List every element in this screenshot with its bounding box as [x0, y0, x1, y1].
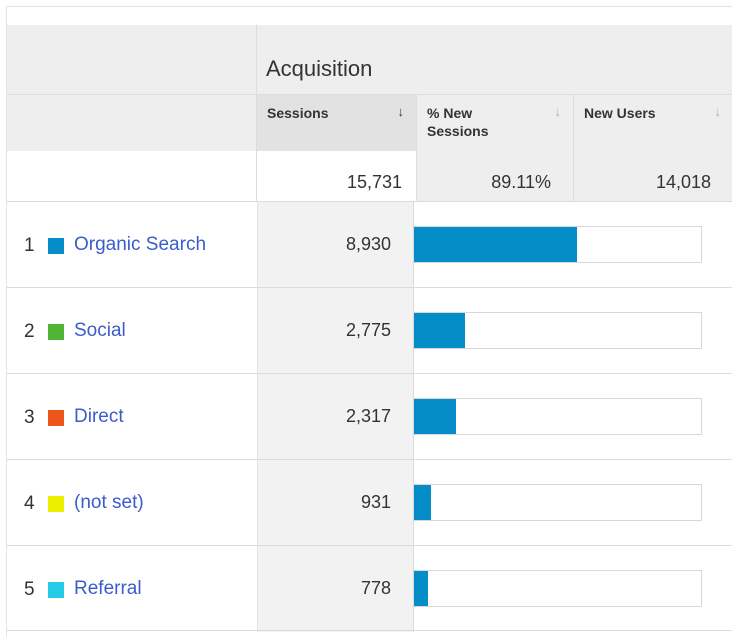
- column-header-new-users[interactable]: New Users ↓: [573, 95, 732, 151]
- series-color-swatch: [48, 324, 64, 340]
- channel-link[interactable]: Organic Search: [74, 234, 207, 255]
- row-index: 1: [24, 235, 35, 256]
- sort-arrow-icon[interactable]: ↓: [714, 104, 722, 119]
- divider: [7, 94, 732, 95]
- sessions-value: 778: [360, 578, 391, 598]
- table-row: 2 Social 2,775: [7, 288, 732, 374]
- sort-arrow-icon[interactable]: ↓: [554, 104, 562, 119]
- sessions-cell: 2,317: [257, 374, 414, 460]
- channel-link[interactable]: Referral: [74, 578, 142, 599]
- divider: [7, 373, 732, 374]
- total-new-users-cell: 14,018: [573, 151, 732, 201]
- row-index: 5: [24, 579, 35, 600]
- sessions-bar-track: [413, 226, 702, 263]
- sessions-bar-track: [413, 398, 702, 435]
- sessions-value: 8,930: [345, 234, 391, 254]
- divider: [6, 6, 7, 637]
- sessions-bar-track: [413, 484, 702, 521]
- column-header-label: Sessions: [267, 105, 329, 121]
- table-row: 4 (not set) 931: [7, 460, 732, 546]
- total-sessions: 15,731: [346, 172, 402, 192]
- divider: [7, 201, 732, 202]
- divider: [7, 459, 732, 460]
- sessions-bar-fill: [414, 313, 465, 348]
- sessions-value: 931: [360, 492, 391, 512]
- row-index: 3: [24, 407, 35, 428]
- acquisition-group-title: Acquisition: [266, 56, 373, 81]
- sessions-value: 2,317: [345, 406, 391, 426]
- channel-link[interactable]: Social: [74, 320, 126, 341]
- sessions-bar-fill: [414, 485, 431, 520]
- sessions-cell: 778: [257, 546, 414, 632]
- series-color-swatch: [48, 410, 64, 426]
- total-new-users: 14,018: [655, 172, 711, 192]
- sessions-cell: 931: [257, 460, 414, 546]
- row-index: 2: [24, 321, 35, 342]
- divider: [7, 545, 732, 546]
- total-pct-new-sessions: 89.11%: [491, 172, 551, 192]
- column-header-label: New Users: [584, 105, 656, 121]
- total-pct-new-sessions-cell: 89.11%: [416, 151, 573, 201]
- table-row: 1 Organic Search 8,930: [7, 202, 732, 288]
- row-index: 4: [24, 493, 35, 514]
- sessions-bar-fill: [414, 227, 577, 262]
- total-sessions-cell: 15,731: [256, 151, 416, 201]
- sessions-bar-track: [413, 570, 702, 607]
- channel-link[interactable]: (not set): [74, 492, 144, 513]
- table-row: 3 Direct 2,317: [7, 374, 732, 460]
- sessions-bar-fill: [414, 399, 456, 434]
- sessions-cell: 8,930: [257, 202, 414, 288]
- column-header-sessions[interactable]: Sessions ↓: [256, 95, 416, 151]
- channel-link[interactable]: Direct: [74, 406, 124, 427]
- table-row: 5 Referral 778: [7, 546, 732, 632]
- sessions-cell: 2,775: [257, 288, 414, 374]
- sessions-value: 2,775: [345, 320, 391, 340]
- series-color-swatch: [48, 582, 64, 598]
- sort-arrow-icon[interactable]: ↓: [397, 104, 405, 119]
- series-color-swatch: [48, 496, 64, 512]
- divider: [7, 630, 732, 631]
- column-header-pct-new-sessions[interactable]: % New Sessions ↓: [416, 95, 573, 151]
- divider: [6, 6, 732, 7]
- divider: [256, 25, 257, 152]
- series-color-swatch: [48, 238, 64, 254]
- divider: [7, 287, 732, 288]
- sessions-bar-track: [413, 312, 702, 349]
- column-header-label: % New Sessions: [427, 105, 489, 139]
- sessions-bar-fill: [414, 571, 428, 606]
